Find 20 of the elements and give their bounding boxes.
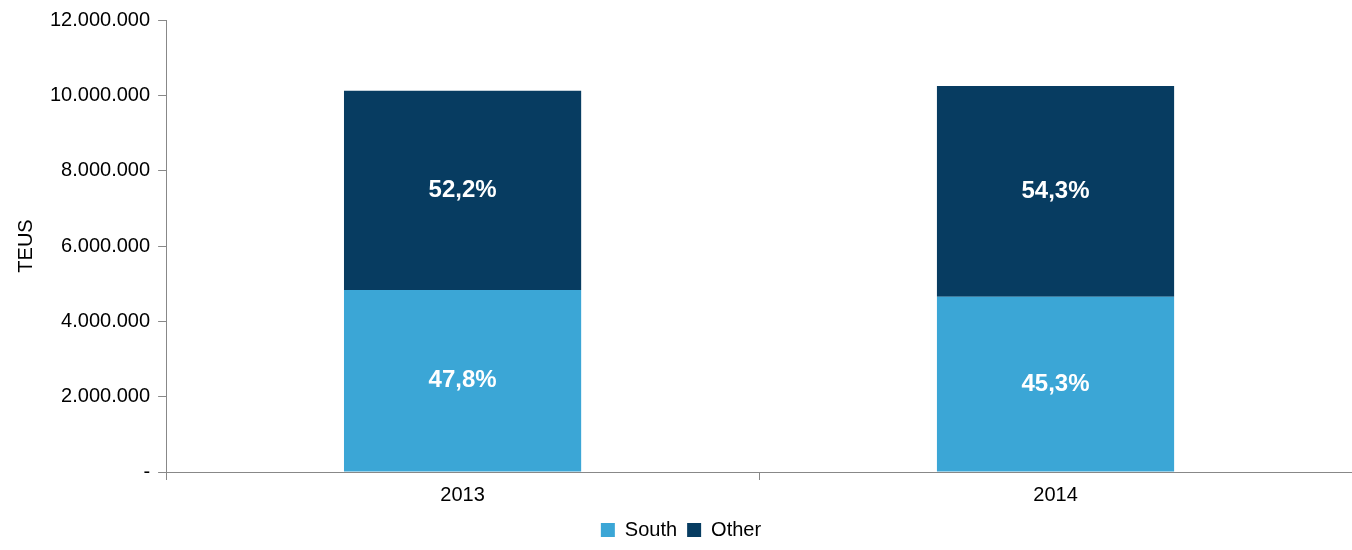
x-tick-label: 2014: [1033, 482, 1078, 505]
bar: [936, 85, 1175, 297]
legend-label: Other: [711, 517, 762, 540]
y-axis-title: TEUS: [13, 219, 36, 273]
bar: [343, 90, 582, 291]
annotation: 54,3%: [1021, 176, 1090, 204]
bar: [936, 296, 1175, 472]
legend-label: South: [624, 517, 678, 540]
y-tick-label: 4.000.000: [61, 308, 151, 331]
annotation: 52,2%: [428, 175, 497, 203]
bar: [343, 290, 582, 472]
y-tick-label: 12.000.000: [49, 7, 151, 30]
y-tick-label: 8.000.000: [61, 158, 151, 181]
y-tick-label: 6.000.000: [61, 233, 151, 256]
x-tick-label: 2013: [440, 482, 485, 505]
y-tick-label: 2.000.000: [61, 384, 151, 407]
y-tick-label: -: [143, 459, 151, 482]
y-tick-label: 10.000.000: [49, 82, 151, 105]
annotation: 47,8%: [428, 365, 497, 393]
annotation: 45,3%: [1021, 368, 1090, 396]
